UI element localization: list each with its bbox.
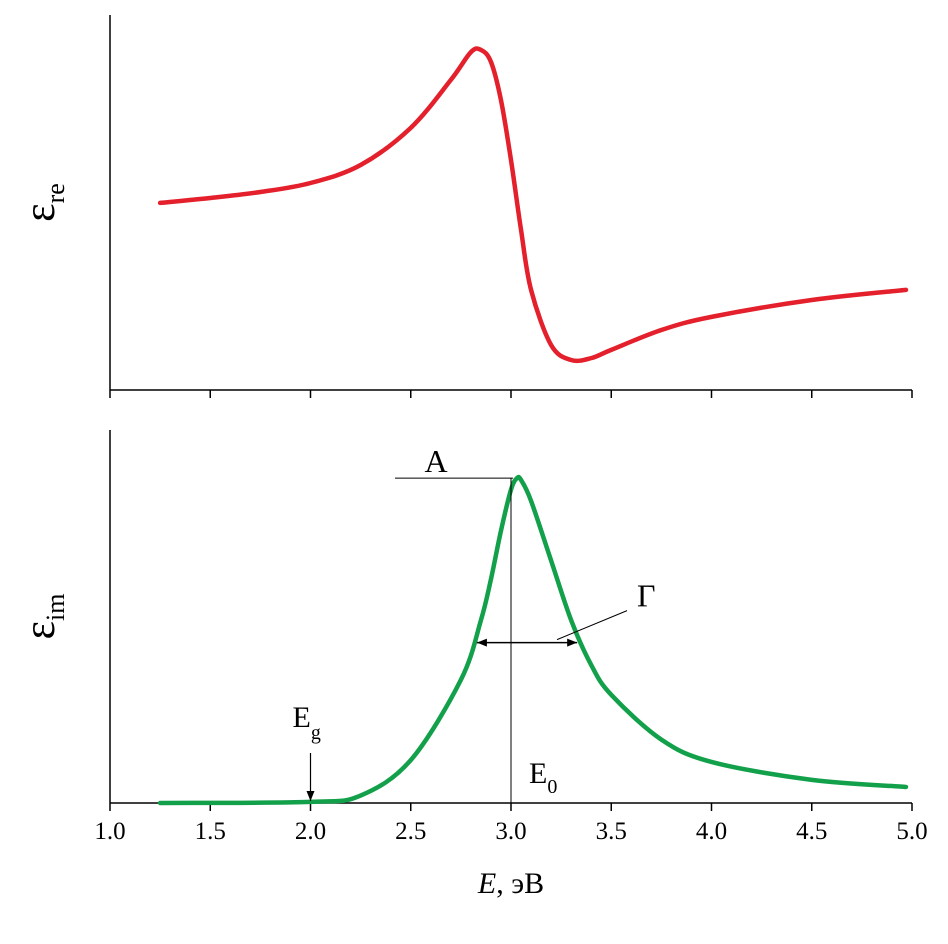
x-label-rest: , эВ: [496, 867, 544, 900]
x-tick-label: 4.5: [796, 818, 827, 845]
width-leader: [556, 610, 628, 641]
x-label-main: E: [477, 867, 496, 900]
center-label: E0: [529, 757, 557, 798]
width-label: Γ: [637, 578, 656, 614]
center-sub: 0: [547, 776, 557, 798]
x-axis-label: E, эВ: [477, 867, 544, 900]
y-label-sub: re: [41, 183, 70, 203]
x-tick-label: 1.5: [195, 818, 226, 845]
x-tick-label: 3.5: [596, 818, 627, 845]
gap-label: Eg: [293, 701, 321, 744]
x-tick-label: 3.0: [495, 818, 526, 845]
y-label-sub: im: [41, 594, 70, 621]
center-main: E: [529, 757, 547, 790]
y-label-main: ε: [15, 203, 64, 221]
y-label-main: ε: [15, 621, 64, 639]
gap-main: E: [293, 701, 311, 734]
data-line: [157, 474, 909, 806]
y-axis-label: εim: [15, 594, 70, 640]
data-line: [157, 46, 909, 364]
x-tick-label: 1.0: [94, 818, 125, 845]
x-tick-label: 5.0: [896, 818, 927, 845]
y-axis-label: εre: [15, 183, 70, 222]
x-tick-label: 2.0: [295, 818, 326, 845]
gap-sub: g: [311, 722, 321, 744]
x-tick-label: 4.0: [696, 818, 727, 845]
amplitude-label: A: [424, 443, 447, 479]
x-tick-label: 2.5: [395, 818, 426, 845]
